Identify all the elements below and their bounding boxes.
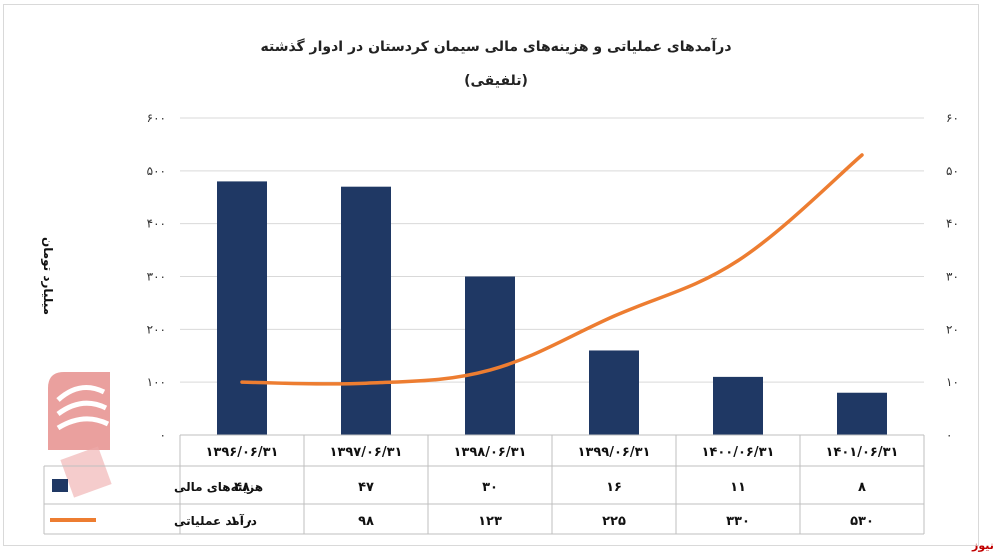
- right-tick-label: ۲۰: [946, 322, 959, 336]
- category-label: ۱۳۹۸/۰۶/۳۱: [454, 445, 527, 460]
- left-tick-label: ۳۰۰: [147, 270, 166, 284]
- legend-label-line: درآمد عملیاتی: [174, 513, 257, 528]
- chart-frame: [3, 4, 979, 546]
- line-value-cell: ۹۸: [358, 514, 374, 529]
- right-tick-label: ۴۰: [946, 217, 959, 231]
- bar-value-cell: ۱۱: [730, 480, 746, 495]
- category-label: ۱۳۹۷/۰۶/۳۱: [330, 445, 403, 460]
- bar-value-cell: ۸: [858, 480, 866, 495]
- bar: [341, 186, 391, 435]
- bar-value-cell: ۱۶: [606, 480, 622, 495]
- bar: [837, 392, 887, 435]
- line-value-cell: ۱۲۳: [478, 514, 502, 529]
- right-tick-label: ۵۰: [946, 164, 959, 178]
- watermark-logo: [48, 372, 112, 498]
- line-value-cell: ۳۳۰: [726, 514, 750, 529]
- line-point: [736, 259, 740, 263]
- bar: [217, 181, 267, 435]
- line-point: [612, 314, 616, 318]
- right-tick-label: ۰: [946, 428, 952, 442]
- right-axis-ticks: ۰ ۱۰ ۲۰ ۳۰ ۴۰ ۵۰ ۶۰: [946, 111, 959, 442]
- bar-value-cell: ۴۷: [358, 480, 374, 495]
- line-point: [364, 381, 368, 385]
- line-point: [860, 153, 864, 157]
- legend-label-bar: هزینه‌های مالی: [174, 480, 263, 494]
- category-label: ۱۴۰۱/۰۶/۳۱: [826, 445, 899, 460]
- right-tick-label: ۱۰: [946, 375, 959, 389]
- line-value-cell: ۱۰۰: [230, 514, 254, 529]
- line-value-cell: ۵۳۰: [850, 514, 874, 529]
- left-tick-label: ۰: [160, 428, 166, 442]
- source-label: بورس نیوز: [971, 539, 996, 552]
- right-tick-label: ۳۰: [946, 270, 959, 284]
- data-table: ۱۳۹۶/۰۶/۳۱ ۴۸ ۱۰۰ ۱۳۹۷/۰۶/۳۱ ۴۷ ۹۸ ۱۳۹۸/۰۶/۳۱ ۳…: [43, 434, 925, 535]
- left-tick-label: ۴۰۰: [147, 217, 166, 231]
- bar-series: [217, 181, 887, 435]
- y-axis-label: میلیارد تومان: [40, 237, 55, 315]
- chart-title: درآمدهای عملیاتی و هزینه‌های مالی سیمان …: [260, 37, 731, 55]
- bar: [713, 376, 763, 435]
- gridlines: [180, 117, 924, 383]
- line-point: [488, 368, 492, 372]
- bar: [589, 350, 639, 435]
- left-tick-label: ۶۰۰: [147, 111, 166, 125]
- line-value-cell: ۲۲۵: [602, 514, 626, 529]
- right-tick-label: ۶۰: [946, 111, 959, 125]
- line-path: [240, 153, 864, 386]
- chart-subtitle: (تلفیقی): [464, 73, 528, 89]
- left-tick-label: ۵۰۰: [147, 164, 166, 178]
- legend-swatch-bar: [52, 479, 68, 492]
- left-tick-label: ۱۰۰: [147, 375, 166, 389]
- category-label: ۱۴۰۰/۰۶/۳۱: [702, 445, 775, 460]
- left-tick-label: ۲۰۰: [147, 322, 166, 336]
- left-axis-ticks: ۰ ۱۰۰ ۲۰۰ ۳۰۰ ۴۰۰ ۵۰۰ ۶۰۰: [147, 111, 166, 442]
- line-series: [240, 153, 864, 386]
- bar-value-cell: ۴۸: [234, 480, 250, 495]
- category-label: ۱۳۹۶/۰۶/۳۱: [206, 445, 279, 460]
- category-label: ۱۳۹۹/۰۶/۳۱: [578, 445, 651, 460]
- bar-value-cell: ۳۰: [482, 480, 498, 495]
- bar: [465, 276, 515, 435]
- line-point: [240, 380, 244, 384]
